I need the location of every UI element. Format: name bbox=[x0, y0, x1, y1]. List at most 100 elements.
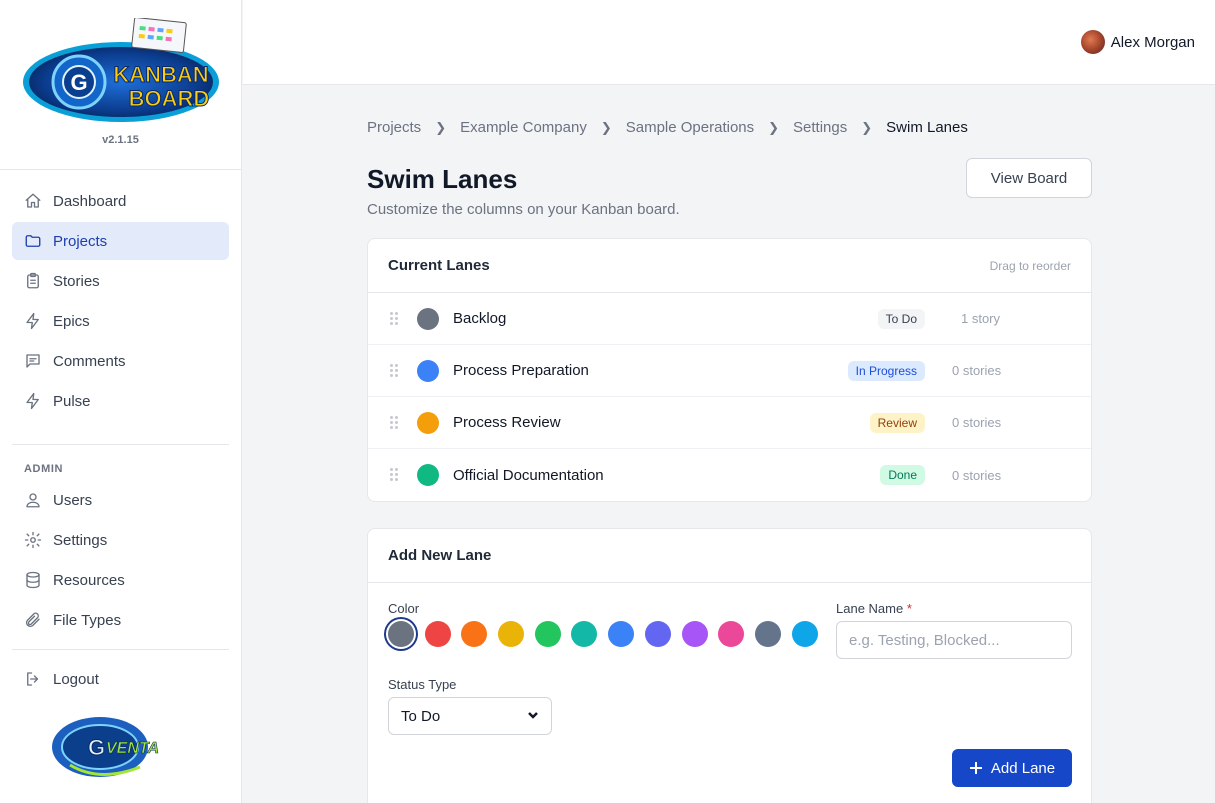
color-swatch[interactable] bbox=[498, 621, 525, 647]
breadcrumb-link-company[interactable]: Example Company bbox=[460, 119, 587, 136]
page-header: Swim Lanes Customize the columns on your… bbox=[367, 158, 1092, 224]
drag-handle-icon[interactable] bbox=[390, 415, 400, 430]
sidebar-item-label: File Types bbox=[53, 611, 122, 629]
lane-name-input[interactable] bbox=[836, 621, 1072, 659]
color-swatch[interactable] bbox=[534, 621, 561, 647]
gear-icon bbox=[24, 531, 42, 549]
breadcrumb-current: Swim Lanes bbox=[886, 119, 968, 136]
sidebar-divider bbox=[12, 649, 229, 650]
color-swatch[interactable] bbox=[388, 621, 414, 647]
status-badge-slot: To Do bbox=[877, 308, 925, 329]
top-bar: Alex Morgan bbox=[243, 0, 1215, 85]
svg-text:G: G bbox=[88, 735, 105, 760]
lane-color-dot bbox=[417, 307, 439, 330]
lane-row[interactable]: Process Preparation In Progress 0 storie… bbox=[368, 345, 1091, 397]
drag-handle-icon[interactable] bbox=[390, 311, 400, 326]
sidebar-item-file-types[interactable]: File Types bbox=[12, 601, 229, 639]
status-type-label: Status Type bbox=[388, 677, 457, 692]
chevron-down-icon bbox=[527, 708, 539, 725]
sidebar-item-dashboard[interactable]: Dashboard bbox=[12, 182, 229, 220]
color-swatch[interactable] bbox=[424, 621, 451, 647]
main-nav: Dashboard Projects Stories Epics Comment… bbox=[0, 170, 241, 420]
sidebar-item-label: Epics bbox=[53, 312, 90, 330]
folder-icon bbox=[24, 232, 42, 250]
lane-story-count: 0 stories bbox=[952, 363, 1002, 378]
breadcrumb-link-project[interactable]: Sample Operations bbox=[625, 119, 755, 136]
gventa-logo: G VENTA bbox=[40, 705, 200, 785]
admin-section-label: ADMIN bbox=[24, 463, 64, 475]
plus-icon bbox=[969, 762, 982, 774]
card-title: Add New Lane bbox=[388, 547, 492, 564]
chevron-right-icon: ❯ bbox=[600, 119, 612, 135]
lane-name: Process Review bbox=[453, 414, 561, 431]
lane-color-dot bbox=[417, 359, 439, 382]
sidebar-item-settings[interactable]: Settings bbox=[12, 521, 229, 559]
breadcrumb-link-projects[interactable]: Projects bbox=[367, 119, 422, 136]
lane-row[interactable]: Process Review Review 0 stories bbox=[368, 397, 1091, 449]
view-board-button[interactable]: View Board bbox=[966, 158, 1092, 198]
lane-name: Process Preparation bbox=[453, 362, 589, 379]
lane-row[interactable]: Official Documentation Done 0 stories bbox=[368, 449, 1091, 501]
status-badge-slot: Review bbox=[869, 412, 925, 433]
lane-row[interactable]: Backlog To Do 1 story bbox=[368, 293, 1091, 345]
required-mark: * bbox=[906, 601, 912, 616]
color-swatch[interactable] bbox=[644, 621, 671, 647]
current-lanes-card: Current Lanes Drag to reorder Backlog To… bbox=[367, 238, 1092, 502]
color-picker bbox=[388, 621, 828, 647]
drag-handle-icon[interactable] bbox=[390, 468, 400, 482]
sidebar-item-label: Pulse bbox=[53, 392, 91, 410]
app-version: v2.1.15 bbox=[102, 134, 139, 146]
status-badge-slot: Done bbox=[880, 465, 925, 485]
card-header: Add New Lane bbox=[368, 529, 1091, 583]
sidebar-item-projects[interactable]: Projects bbox=[12, 222, 229, 260]
add-lane-button[interactable]: Add Lane bbox=[952, 749, 1072, 787]
drag-hint: Drag to reorder bbox=[989, 258, 1071, 273]
sidebar-item-label: Stories bbox=[53, 272, 100, 290]
database-icon bbox=[24, 571, 42, 589]
color-swatch[interactable] bbox=[791, 621, 818, 647]
sidebar-item-label: Users bbox=[53, 491, 93, 509]
color-swatch[interactable] bbox=[681, 621, 708, 647]
lane-story-count: 1 story bbox=[961, 311, 1001, 326]
color-swatch[interactable] bbox=[718, 621, 745, 647]
breadcrumb-link-settings[interactable]: Settings bbox=[793, 119, 848, 136]
avatar bbox=[1080, 30, 1105, 54]
logout-button[interactable]: Logout bbox=[12, 660, 229, 698]
sidebar-item-pulse[interactable]: Pulse bbox=[12, 382, 229, 420]
color-swatch[interactable] bbox=[754, 621, 781, 647]
color-swatch[interactable] bbox=[571, 621, 598, 647]
color-swatch[interactable] bbox=[461, 621, 488, 647]
chevron-right-icon: ❯ bbox=[768, 119, 780, 135]
lightning-icon bbox=[24, 312, 42, 330]
add-lane-card: Add New Lane Color Lane Name * Status Ty… bbox=[367, 528, 1092, 803]
sidebar-divider bbox=[12, 444, 229, 445]
status-type-select[interactable]: To Do bbox=[388, 697, 552, 735]
status-badge: Done bbox=[880, 465, 925, 485]
sidebar-item-stories[interactable]: Stories bbox=[12, 262, 229, 300]
clipboard-icon bbox=[24, 272, 42, 290]
lane-color-dot bbox=[417, 464, 439, 486]
page-title: Swim Lanes bbox=[367, 164, 518, 194]
sidebar-item-users[interactable]: Users bbox=[12, 481, 229, 519]
color-swatch[interactable] bbox=[608, 621, 635, 647]
home-icon bbox=[24, 192, 42, 210]
chevron-right-icon: ❯ bbox=[861, 119, 873, 135]
logout-icon bbox=[24, 670, 42, 688]
sidebar-item-epics[interactable]: Epics bbox=[12, 302, 229, 340]
sidebar-item-label: Comments bbox=[53, 352, 126, 370]
sidebar-item-comments[interactable]: Comments bbox=[12, 342, 229, 380]
user-icon bbox=[24, 491, 42, 509]
drag-handle-icon[interactable] bbox=[390, 363, 400, 378]
lane-story-count: 0 stories bbox=[952, 415, 1002, 430]
breadcrumb: Projects ❯ Example Company ❯ Sample Oper… bbox=[367, 119, 1092, 136]
page-subtitle: Customize the columns on your Kanban boa… bbox=[367, 201, 680, 218]
color-label: Color bbox=[388, 601, 420, 616]
card-title: Current Lanes bbox=[388, 257, 490, 274]
kanban-board-logo[interactable]: G KANBAN BOARD bbox=[21, 17, 221, 126]
sidebar-item-resources[interactable]: Resources bbox=[12, 561, 229, 599]
lane-name-label: Lane Name * bbox=[836, 601, 912, 616]
sidebar: G KANBAN BOARD v2.1.15 Dashboard Project… bbox=[0, 0, 242, 803]
lane-name: Backlog bbox=[453, 310, 507, 327]
main-content: Projects ❯ Example Company ❯ Sample Oper… bbox=[367, 85, 1092, 803]
user-menu[interactable]: Alex Morgan bbox=[1080, 30, 1195, 54]
